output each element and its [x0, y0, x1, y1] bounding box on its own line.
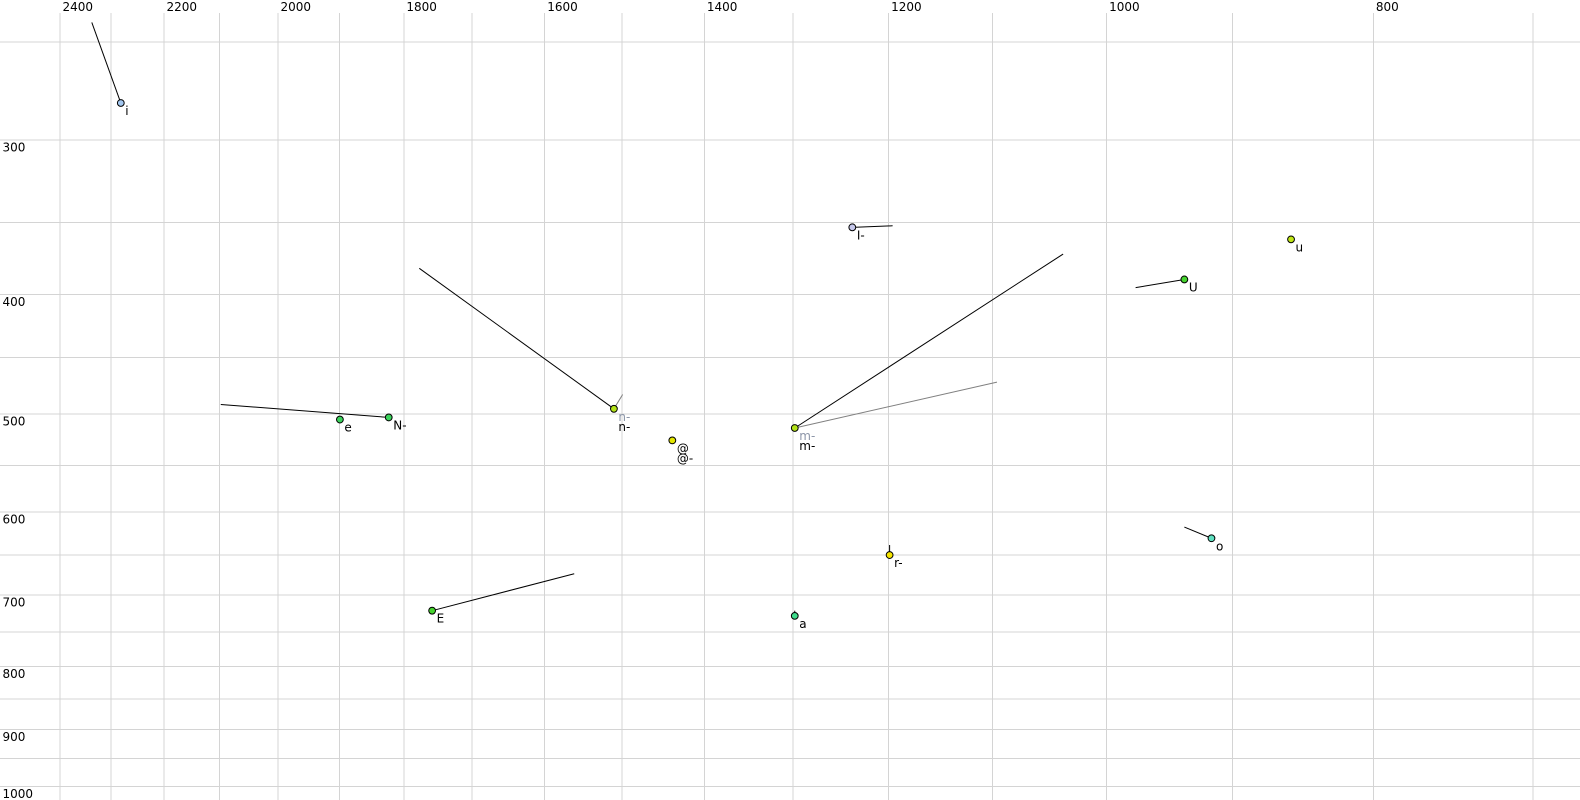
point-label-m-: m-	[799, 429, 815, 443]
y-tick-label: 600	[3, 513, 26, 527]
point-label-n-: n-	[618, 410, 630, 424]
x-tick-label: 2400	[63, 0, 94, 14]
y-tick-label: 300	[3, 141, 26, 155]
point-dot-r-	[885, 551, 894, 559]
point-label-u: u	[1296, 240, 1304, 254]
y-tick-label: 700	[3, 595, 26, 609]
y-tick-label: 500	[3, 415, 26, 429]
point-dot-@	[668, 436, 677, 445]
y-tick-label: 900	[3, 730, 26, 744]
x-tick-label: 2000	[280, 0, 311, 14]
point-dot-E	[428, 606, 437, 615]
point-dot-N-	[384, 413, 393, 422]
point-dot-o	[1207, 534, 1216, 543]
y-tick-label: 800	[3, 667, 26, 681]
point-label-a: a	[799, 617, 806, 631]
point-tail-m-	[794, 381, 998, 429]
point-label-@: @-	[677, 451, 693, 465]
x-tick-label: 1000	[1109, 0, 1140, 14]
point-label-U: U	[1189, 280, 1198, 294]
point-tail-N-	[220, 403, 389, 418]
x-tick-label: 1200	[891, 0, 922, 14]
point-tail-E	[432, 573, 575, 612]
point-label-o: o	[1216, 539, 1223, 553]
point-label-m-: m-	[799, 439, 815, 453]
point-label-@: @	[677, 441, 689, 455]
x-tick-label: 1400	[707, 0, 738, 14]
x-tick-label: 800	[1376, 0, 1399, 14]
x-tick-label: 1600	[547, 0, 578, 14]
point-label-N-: N-	[393, 418, 406, 432]
point-dot-e	[336, 415, 344, 424]
point-label-I-: I-	[857, 228, 865, 242]
x-tick-label: 1800	[406, 0, 437, 14]
point-dot-I-	[848, 223, 857, 232]
point-label-E: E	[437, 612, 445, 626]
point-tail-o	[1184, 526, 1212, 539]
point-dot-m-	[790, 424, 799, 432]
point-tail-i	[91, 22, 122, 104]
y-tick-label: 1000	[3, 787, 34, 800]
x-tick-label: 2200	[167, 0, 198, 14]
point-tail-I-	[852, 225, 893, 228]
point-dot-n-	[610, 404, 618, 413]
point-dot-a	[790, 611, 799, 620]
point-tail-U	[1135, 278, 1185, 289]
point-dot-U	[1180, 275, 1189, 284]
point-label-i: i	[125, 104, 128, 118]
point-label-r-: r-	[894, 556, 903, 570]
point-tail-m-	[794, 253, 1064, 429]
point-dot-i	[116, 99, 125, 107]
point-tail-n-	[418, 267, 615, 410]
y-tick-label: 400	[3, 295, 26, 309]
point-label-n-: n-	[618, 420, 630, 434]
point-dot-u	[1287, 235, 1295, 244]
point-label-e: e	[344, 421, 351, 435]
